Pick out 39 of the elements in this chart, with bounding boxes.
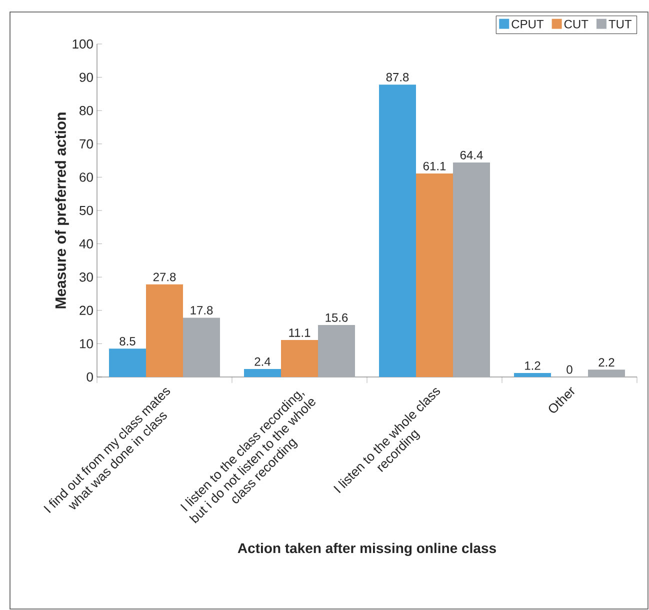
bar	[452, 162, 490, 377]
data-label: 8.5	[120, 336, 136, 346]
data-label: 11.1	[289, 328, 310, 337]
y-tick-label: 70	[80, 139, 93, 148]
data-label: 2.2	[598, 358, 614, 366]
bar	[416, 174, 453, 377]
data-label: 87.8	[386, 72, 409, 82]
y-tick-label: 50	[80, 206, 93, 216]
data-label: 1.2	[525, 361, 540, 370]
data-label: 2.4	[254, 357, 270, 366]
y-tick-label: 10	[80, 339, 93, 348]
bar	[146, 284, 183, 377]
y-tick-label: 30	[80, 272, 93, 282]
legend-label: TUT	[608, 20, 632, 28]
bar	[318, 325, 355, 377]
y-axis-title: Measure of preferred action	[54, 112, 69, 308]
data-label: 0	[566, 365, 572, 374]
y-tick-label: 0	[86, 372, 93, 382]
legend-label: CUT	[564, 20, 588, 28]
y-tick-label: 80	[80, 106, 93, 116]
bar	[588, 370, 625, 377]
bar	[183, 318, 220, 377]
bar	[379, 84, 416, 377]
x-axis-title: Action taken after missing online class	[238, 542, 496, 556]
data-label: 17.8	[190, 306, 213, 315]
legend-label: CPUT	[512, 20, 544, 28]
data-label: 15.6	[326, 313, 348, 322]
data-label: 27.8	[153, 272, 176, 282]
bar	[281, 340, 318, 377]
y-tick-label: 60	[80, 172, 93, 182]
y-tick-label: 20	[80, 306, 93, 315]
bar	[109, 348, 146, 377]
data-label: 64.4	[460, 150, 483, 160]
y-tick-label: 40	[79, 239, 93, 248]
data-label: 61.1	[423, 162, 446, 170]
y-tick-label: 90	[80, 72, 93, 82]
y-tick-label: 100	[72, 39, 93, 49]
bar	[514, 372, 551, 377]
bar	[244, 369, 281, 377]
